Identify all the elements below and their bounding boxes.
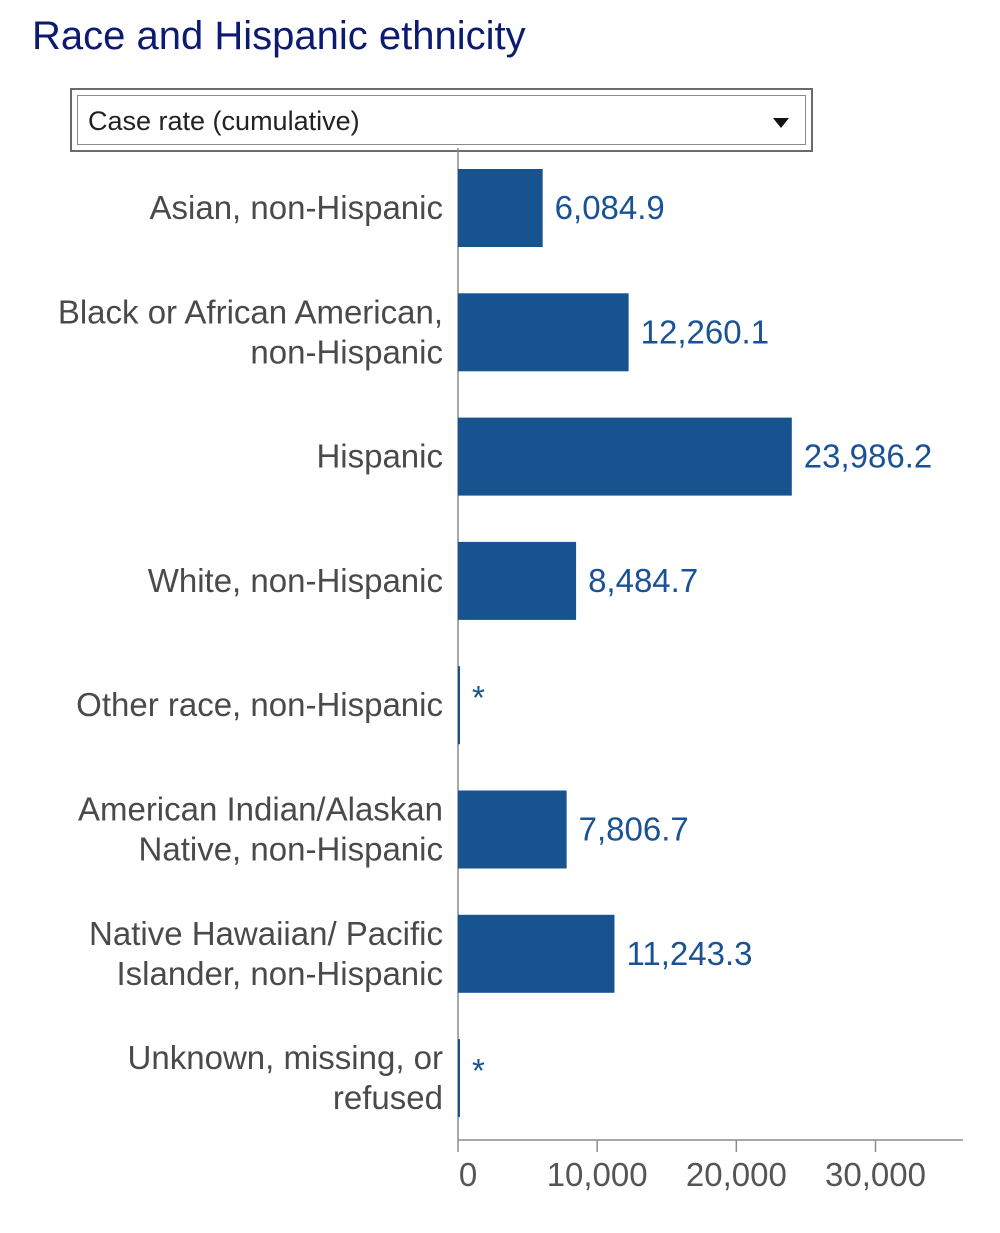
value-label: 23,986.2 (804, 438, 932, 475)
category-label: Unknown, missing, or refused (128, 1039, 443, 1116)
category-label-line: Asian, non-Hispanic (150, 189, 444, 226)
category-label-line: Native, non-Hispanic (139, 831, 443, 868)
bar[interactable] (458, 1039, 460, 1118)
value-label: 11,243.3 (626, 935, 752, 972)
chart-title: Race and Hispanic ethnicity (32, 14, 526, 58)
bar[interactable] (458, 790, 567, 869)
category-label-line: non-Hispanic (250, 333, 443, 370)
value-label: 6,084.9 (555, 189, 665, 226)
x-tick-label: 0 (459, 1156, 477, 1193)
category-label: White, non-Hispanic (148, 562, 443, 599)
category-label: Native Hawaiian/ Pacific Islander, non-Hi… (89, 915, 443, 992)
category-label: Hispanic (316, 438, 443, 475)
metric-select-value: Case rate (cumulative) (88, 106, 360, 136)
category-label-line: Black or African American, (58, 293, 443, 330)
category-label-line: American Indian/Alaskan (78, 791, 443, 828)
bar[interactable] (458, 293, 629, 372)
value-label: * (472, 1052, 485, 1089)
x-tick-label: 30,000 (825, 1156, 926, 1193)
category-label-line: refused (333, 1079, 443, 1116)
metric-dropdown[interactable]: Case rate (cumulative) (70, 88, 813, 152)
value-label: 12,260.1 (641, 313, 769, 350)
bar[interactable] (458, 541, 577, 620)
bar[interactable] (458, 914, 615, 993)
value-label: 8,484.7 (588, 562, 698, 599)
x-tick-label: 10,000 (547, 1156, 648, 1193)
chevron-down-icon[interactable] (773, 118, 789, 128)
category-label: Other race, non-Hispanic (76, 686, 443, 723)
category-label: American Indian/Alaskan Native, non-Hispa… (78, 791, 443, 868)
category-label-line: Unknown, missing, or (128, 1039, 443, 1076)
bar[interactable] (458, 666, 460, 745)
x-tick-label: 20,000 (686, 1156, 787, 1193)
category-label-line: White, non-Hispanic (148, 562, 443, 599)
category-label: Asian, non-Hispanic (150, 189, 444, 226)
category-label-line: Native Hawaiian/ Pacific (89, 915, 443, 952)
category-label: Black or African American, non-Hispanic (58, 293, 443, 370)
value-label: * (472, 679, 485, 716)
bar[interactable] (458, 169, 543, 247)
category-label-line: Islander, non-Hispanic (116, 955, 443, 992)
category-label-line: Other race, non-Hispanic (76, 686, 443, 723)
category-label-line: Hispanic (316, 438, 443, 475)
metric-select[interactable]: Case rate (cumulative) (77, 95, 806, 145)
value-label: 7,806.7 (579, 811, 689, 848)
bar[interactable] (458, 417, 792, 496)
